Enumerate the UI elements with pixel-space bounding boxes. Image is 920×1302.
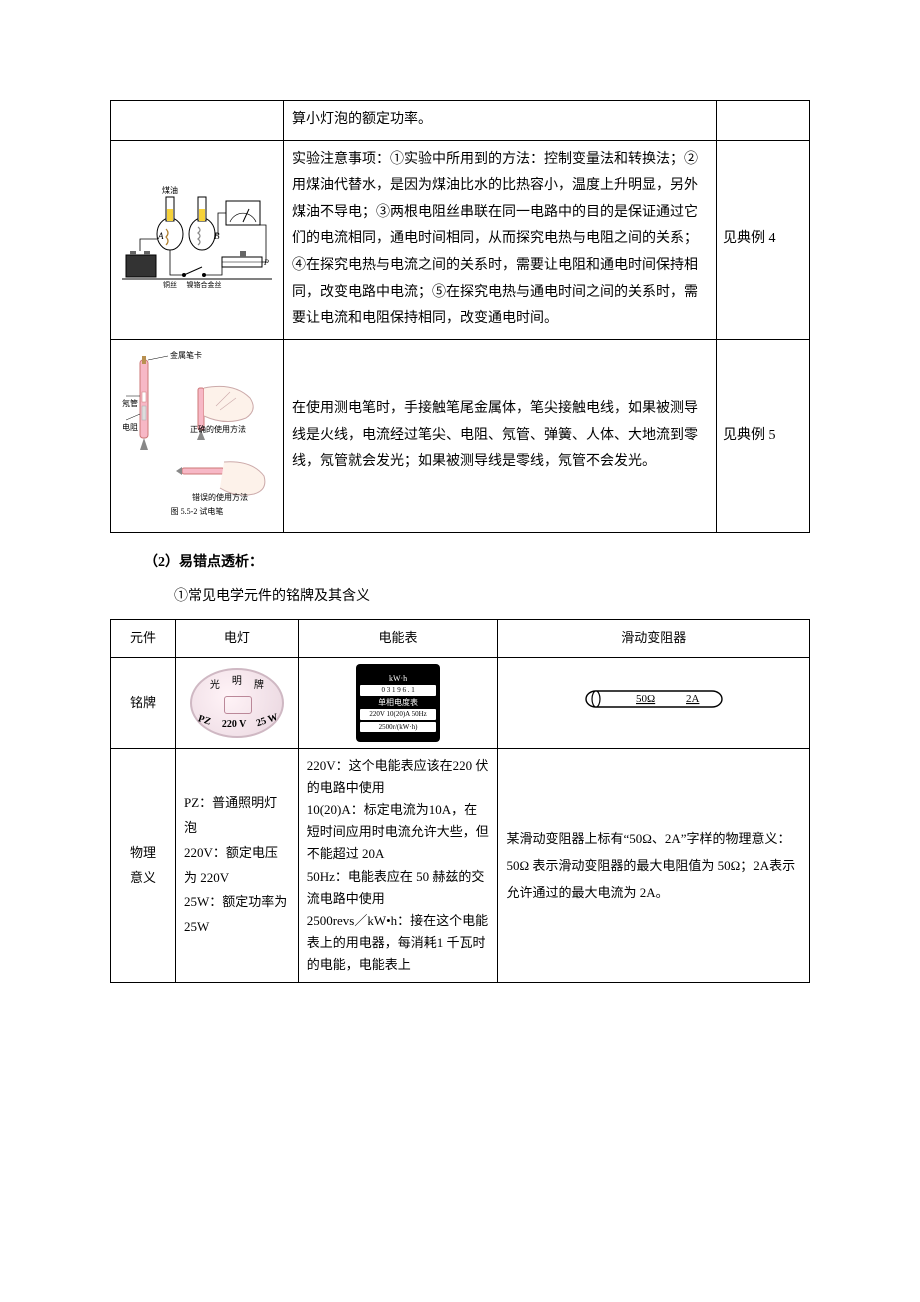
table-row: 金属笔卡 氖管 电阻 正确的使用方法 bbox=[111, 339, 810, 533]
table-row: 算小灯泡的额定功率。 bbox=[111, 101, 810, 141]
rheostat-meaning-cell: 某滑动变阻器上标有“50Ω、2A”字样的物理意义：50Ω 表示滑动变阻器的最大电… bbox=[498, 749, 810, 983]
lamp-meaning-cell: PZ：普通照明灯泡 220V：额定电压为 220V 25W：额定功率为 25W bbox=[176, 749, 299, 983]
label-neon-tube: 氖管 bbox=[122, 398, 138, 408]
row-label-nameplate: 铭牌 bbox=[111, 658, 176, 749]
lamp-spec-pz: PZ bbox=[195, 710, 213, 732]
experiments-table: 算小灯泡的额定功率。 煤油 A bbox=[110, 100, 810, 533]
lamp-spec-v: 220 V bbox=[222, 715, 247, 734]
header-component: 元件 bbox=[111, 620, 176, 658]
meter-spec-2: 2500r/(kW·h) bbox=[360, 722, 436, 732]
ref-cell-empty bbox=[717, 101, 810, 141]
meter-digits: 0 3 1 9 6 . 1 bbox=[360, 685, 436, 695]
meter-name: 单相电度表 bbox=[360, 698, 436, 708]
label-correct-usage: 正确的使用方法 bbox=[190, 424, 246, 434]
lamp-plate-cell: 光 明 牌 PZ 220 V 25 W bbox=[176, 658, 299, 749]
meter-unit: kW·h bbox=[360, 674, 436, 684]
label-liquid: 煤油 bbox=[162, 185, 178, 195]
row-label-physical-meaning: 物理 意义 bbox=[111, 749, 176, 983]
phys-label-b: 意义 bbox=[130, 870, 156, 885]
desc-cell: 算小灯泡的额定功率。 bbox=[284, 101, 717, 141]
meter-meaning-cell: 220V：这个电能表应该在220 伏的电路中使用 10(20)A：标定电流为10… bbox=[298, 749, 498, 983]
desc-cell: 在使用测电笔时，手接触笔尾金属体，笔尖接触电线，如果被测导线是火线，电流经过笔尖… bbox=[284, 339, 717, 533]
apparatus-image-cell: 煤油 A B P bbox=[111, 140, 284, 339]
label-nichrome: 镍铬合金丝 bbox=[187, 280, 222, 289]
meter-spec-1: 220V 10(20)A 50Hz bbox=[360, 709, 436, 719]
phys-label-a: 物理 bbox=[130, 845, 156, 860]
joule-heating-apparatus-icon: 煤油 A B P bbox=[122, 179, 272, 289]
label-b: B bbox=[214, 231, 220, 241]
table-row: 铭牌 光 明 牌 PZ 220 V 25 W kW·h 0 3 1 9 6 . … bbox=[111, 658, 810, 749]
rheostat-ohm: 50Ω bbox=[636, 693, 655, 705]
test-pen-image-cell: 金属笔卡 氖管 电阻 正确的使用方法 bbox=[111, 339, 284, 533]
rheostat-plate-cell: 50Ω 2A bbox=[498, 658, 810, 749]
label-metal-clip: 金属笔卡 bbox=[170, 350, 202, 360]
ref-cell: 见典例 4 bbox=[717, 140, 810, 339]
image-cell-empty bbox=[111, 101, 284, 141]
label-a: A bbox=[157, 231, 164, 241]
nameplate-table: 元件 电灯 电能表 滑动变阻器 铭牌 光 明 牌 PZ 220 V 25 W k… bbox=[110, 619, 810, 983]
table-row: 元件 电灯 电能表 滑动变阻器 bbox=[111, 620, 810, 658]
label-copper: 铜丝 bbox=[163, 280, 177, 289]
section-title-mistakes: （2）易错点透析： bbox=[144, 549, 810, 577]
lamp-nameplate-icon: 光 明 牌 PZ 220 V 25 W bbox=[190, 668, 284, 738]
header-rheostat: 滑动变阻器 bbox=[498, 620, 810, 658]
subsection-title-nameplates: ①常见电学元件的铭牌及其含义 bbox=[174, 583, 810, 611]
lamp-brand-r: 牌 bbox=[254, 676, 264, 695]
desc-cell: 实验注意事项：①实验中所用到的方法：控制变量法和转换法；②用煤油代替水，是因为煤… bbox=[284, 140, 717, 339]
lamp-brand-l: 光 bbox=[210, 676, 220, 695]
header-meter: 电能表 bbox=[298, 620, 498, 658]
energy-meter-nameplate-icon: kW·h 0 3 1 9 6 . 1 单相电度表 220V 10(20)A 50… bbox=[356, 664, 440, 742]
rheostat-nameplate-icon: 50Ω 2A bbox=[584, 679, 724, 719]
label-resistor: 电阻 bbox=[122, 422, 138, 432]
header-lamp: 电灯 bbox=[176, 620, 299, 658]
test-pen-diagram-icon: 金属笔卡 氖管 电阻 正确的使用方法 bbox=[122, 346, 272, 516]
lamp-spec-w: 25 W bbox=[253, 708, 280, 733]
label-wrong-usage: 错误的使用方法 bbox=[192, 492, 248, 502]
meter-plate-cell: kW·h 0 3 1 9 6 . 1 单相电度表 220V 10(20)A 50… bbox=[298, 658, 498, 749]
figure-caption: 图 5.5-2 试电笔 bbox=[171, 506, 224, 516]
ref-cell: 见典例 5 bbox=[717, 339, 810, 533]
lamp-brand-m: 明 bbox=[232, 672, 242, 691]
rheostat-amp: 2A bbox=[686, 693, 700, 705]
table-row: 物理 意义 PZ：普通照明灯泡 220V：额定电压为 220V 25W：额定功率… bbox=[111, 749, 810, 983]
table-row: 煤油 A B P bbox=[111, 140, 810, 339]
